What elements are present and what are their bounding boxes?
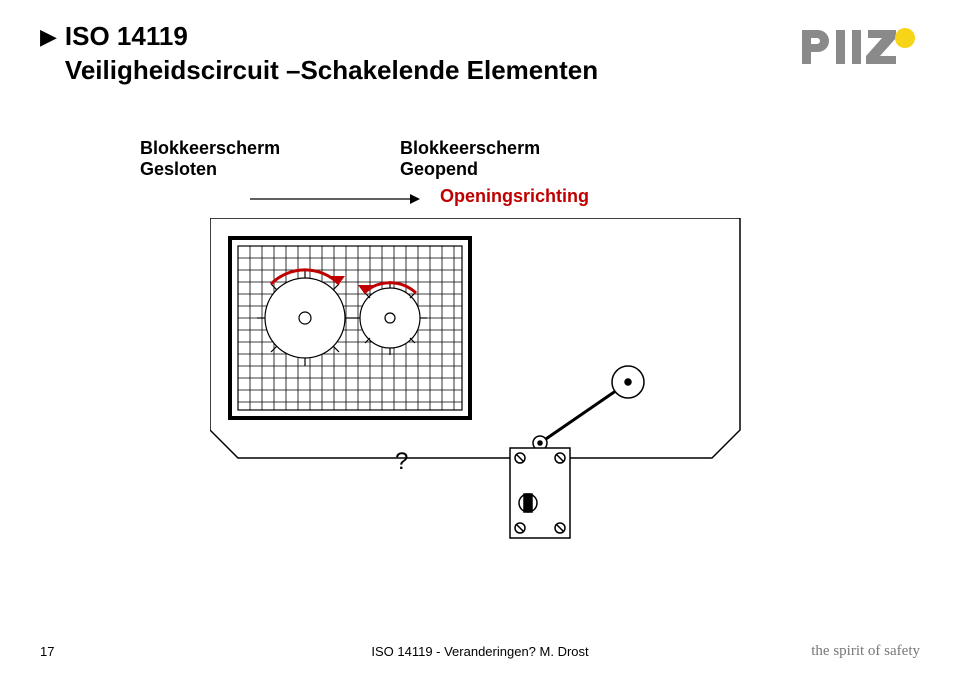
labels-row: Blokkeerscherm Gesloten Blokkeerscherm G… [140,138,920,180]
footer: 17 ISO 14119 - Veranderingen? M. Drost t… [40,643,920,660]
pilz-logo-icon [800,24,920,72]
machine-diagram [210,218,770,548]
question-mark: ? [395,448,408,476]
label-closed-line1: Blokkeerscherm [140,138,400,159]
label-open-line1: Blokkeerscherm [400,138,540,159]
header: ▶ ISO 14119 Veiligheidscircuit –Schakele… [40,20,920,88]
label-open-line2: Geopend [400,159,540,180]
label-closed: Blokkeerscherm Gesloten [140,138,400,180]
label-closed-line2: Gesloten [140,159,400,180]
title-line-2: Veiligheidscircuit –Schakelende Elemente… [65,54,598,88]
title-marker-icon: ▶ [40,24,57,50]
slide: ▶ ISO 14119 Veiligheidscircuit –Schakele… [0,0,960,680]
content-area: Blokkeerscherm Gesloten Blokkeerscherm G… [140,138,920,180]
title-line-1: ISO 14119 [65,20,598,54]
footer-caption: ISO 14119 - Veranderingen? M. Drost [371,644,588,659]
footer-tagline: the spirit of safety [811,643,920,660]
label-open: Blokkeerscherm Geopend [400,138,540,180]
slide-title: ISO 14119 Veiligheidscircuit –Schakelend… [65,20,598,88]
page-number: 17 [40,644,54,659]
logo [800,24,920,77]
title-block: ▶ ISO 14119 Veiligheidscircuit –Schakele… [40,20,598,88]
arrow-icon [250,192,420,206]
opening-direction-label: Openingsrichting [440,186,589,207]
